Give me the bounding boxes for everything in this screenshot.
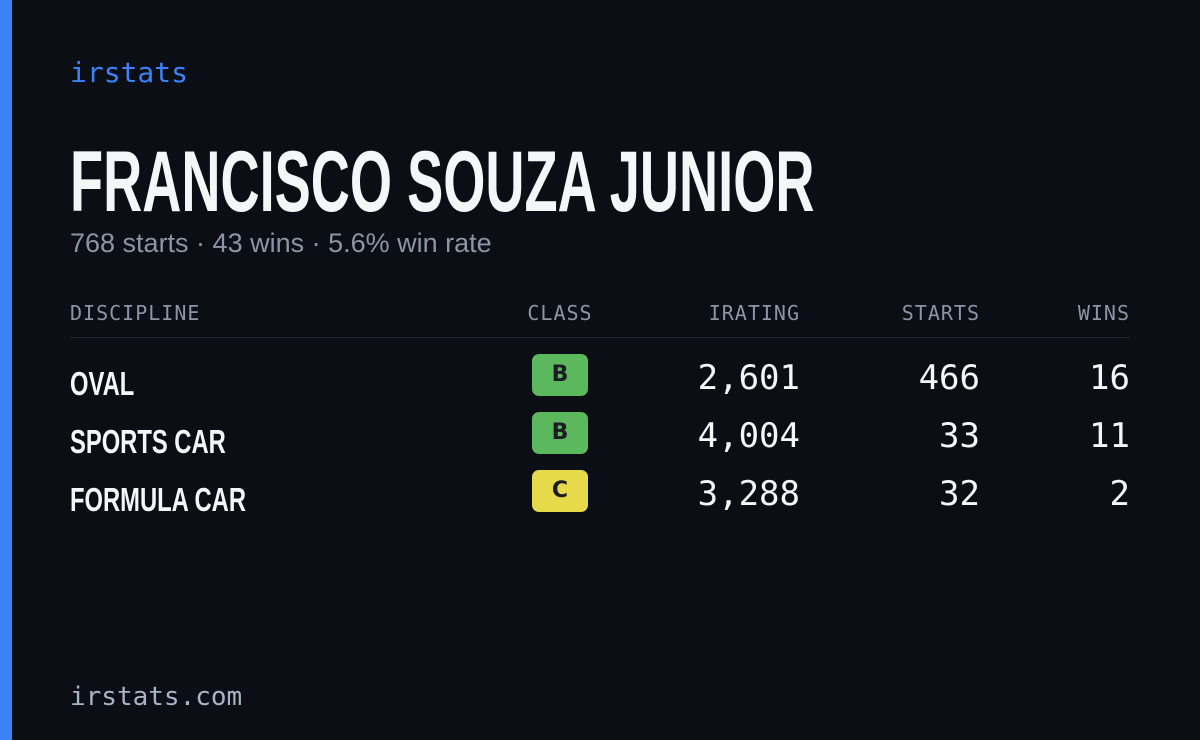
- discipline: OVAL: [70, 365, 135, 402]
- column-header: DISCIPLINE: [70, 301, 201, 325]
- class-badge: B: [532, 354, 588, 396]
- stat-value: 466: [918, 358, 980, 398]
- stat-value: 32: [939, 474, 980, 514]
- accent-bar: [0, 0, 12, 740]
- discipline: SPORTS CAR: [70, 423, 226, 460]
- class-badge: B: [532, 412, 588, 454]
- stat-value: 33: [939, 416, 980, 456]
- column-header: CLASS: [527, 301, 593, 325]
- stat-value: 3,288: [697, 474, 800, 514]
- brand: irstats: [70, 56, 189, 89]
- stat-value: 11: [1089, 416, 1130, 456]
- summary: 768 starts · 43 wins · 5.6% win rate: [70, 228, 492, 258]
- stat-value: 16: [1089, 358, 1130, 398]
- driver-name: FRANCISCO SOUZA JUNIOR: [70, 134, 815, 230]
- class-badge: C: [532, 470, 588, 512]
- footer: irstats.com: [70, 682, 243, 712]
- stat-value: 2: [1109, 474, 1130, 514]
- column-header: WINS: [1077, 301, 1130, 325]
- stat-value: 4,004: [697, 416, 800, 456]
- stat-value: 2,601: [697, 358, 800, 398]
- column-header: IRATING: [708, 301, 800, 325]
- header-rule: [70, 337, 1130, 338]
- column-header: STARTS: [901, 301, 980, 325]
- discipline: FORMULA CAR: [70, 481, 246, 518]
